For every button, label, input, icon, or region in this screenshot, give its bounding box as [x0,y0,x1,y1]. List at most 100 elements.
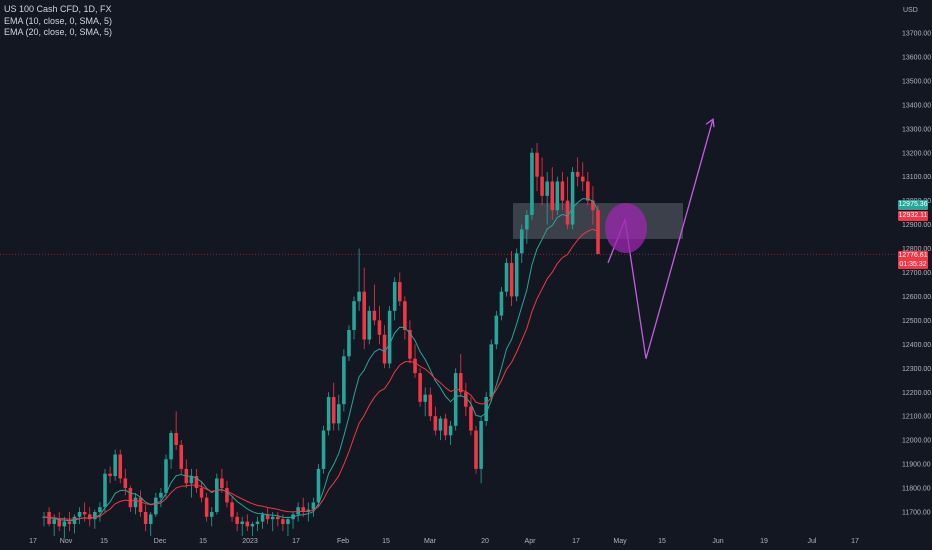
candle-body [321,430,326,469]
candle-body [230,502,234,517]
candle-body [154,497,158,515]
candle-body [148,514,153,524]
candle-body [260,514,265,522]
candle-body [337,404,341,424]
candle-body [347,329,351,357]
y-axis-currency-label: USD [903,7,918,14]
candle-body [301,507,305,512]
candle-body [403,301,407,330]
candle-body [530,152,534,216]
candle-body [164,459,168,493]
x-axis-tick-label: 17 [292,538,300,545]
candle-body [570,171,575,225]
candle-body [250,523,255,527]
candle-body [433,416,438,431]
candle-body [525,215,529,230]
candle-body [357,291,361,302]
candle-body [458,373,463,393]
x-axis-tick-label: 15 [199,538,207,545]
candle-body [331,397,336,424]
candle-body [367,310,372,340]
y-axis-tick-label: 13200.00 [902,150,931,157]
x-axis-tick-label: Jun [712,538,723,545]
candle-body [123,478,128,489]
candle-body [489,344,494,398]
candle-body [189,476,194,484]
candle-body [209,512,214,517]
candle-body [265,514,270,520]
target-circle-marker[interactable] [605,203,647,253]
candle-body [199,488,204,498]
y-axis-tick-label: 12000.00 [902,438,931,445]
candle-body [57,519,62,527]
candle-body [372,310,377,321]
candle-body [448,425,453,436]
candle-body [418,373,422,402]
candle-body [138,497,143,512]
candle-body [103,473,107,508]
y-axis-tick-label: 12500.00 [902,318,931,325]
candle-body [82,512,87,515]
y-axis-tick-label: 13700.00 [902,31,931,38]
y-axis-tick-label: 12400.00 [902,342,931,349]
candle-body [591,200,595,211]
x-axis-tick-label: 15 [382,538,390,545]
candle-body [535,152,539,177]
candle-body [276,516,280,520]
candle-body [159,492,163,498]
candle-body [392,282,397,311]
candle-body [555,181,560,211]
candle-body [514,253,519,297]
legend-ema20: EMA (20, close, 0, SMA, 5) [4,27,113,37]
candle-body [174,432,178,445]
candle-body [453,373,458,426]
candle-body [194,476,199,489]
ema20-line [43,228,599,520]
y-axis-tick-label: 13400.00 [902,102,931,109]
candle-body [428,394,433,417]
y-axis-tick-label: 13300.00 [902,126,931,133]
candle-body [62,521,67,527]
candle-body [326,397,331,431]
y-axis-tick-label: 12800.00 [902,246,931,253]
x-axis-tick-label: Nov [60,538,73,545]
candle-body [240,521,244,524]
legend-ema10: EMA (10, close, 0, SMA, 5) [4,15,113,26]
candle-body [235,516,239,524]
candle-body [87,514,92,520]
y-axis-tick-label: 11700.00 [902,510,931,517]
candle-body [220,478,224,489]
candle-body [443,418,448,436]
candle-body [560,181,565,201]
candle-body [93,512,97,520]
candle-body [464,392,468,407]
x-axis-tick-label: Mar [424,538,437,545]
candle-body [204,497,209,517]
candle-body [270,516,275,520]
candle-body [225,488,229,503]
y-axis-tick-label: 13600.00 [902,54,931,61]
candle-body [377,320,382,335]
y-axis-tick-label: 12200.00 [902,390,931,397]
y-axis-tick-label: 12700.00 [902,270,931,277]
last-price-label: 12776.61 01:35:32 [898,251,928,269]
x-axis-tick-label: 17 [29,538,37,545]
candle-body [398,282,402,302]
candle-body [499,291,504,316]
x-axis-tick-label: 15 [658,538,666,545]
candle-body [133,497,138,508]
candle-body [179,444,184,469]
candle-body [296,507,300,515]
candle-body [108,473,112,477]
x-axis-tick-label: 20 [481,538,489,545]
ema10-line [43,198,599,522]
candle-body [413,358,417,374]
y-axis-tick-label: 12900.00 [902,222,931,229]
y-axis-tick-label: 12300.00 [902,366,931,373]
legend-symbol: US 100 Cash CFD, 1D, FX [4,4,112,14]
x-axis-tick-label: Jul [808,538,817,545]
candle-body [540,176,544,196]
candle-body [586,181,590,201]
candle-body [255,521,260,524]
